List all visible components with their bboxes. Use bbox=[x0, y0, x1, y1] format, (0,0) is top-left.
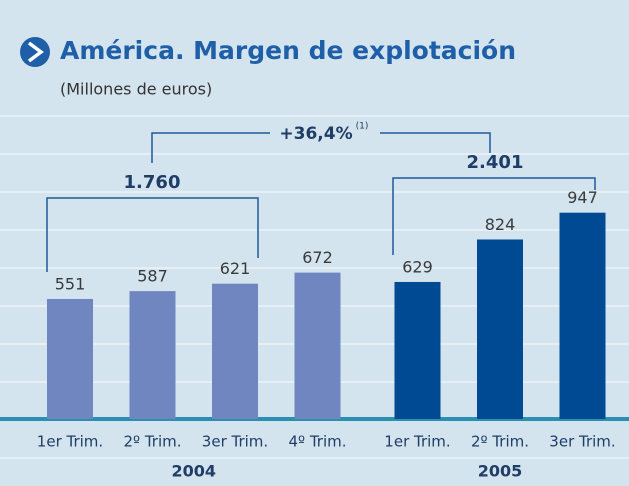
x-tick-label: 2º Trim. bbox=[123, 433, 181, 451]
chart-title: América. Margen de explotación bbox=[60, 36, 516, 65]
x-tick-label: 3er Trim. bbox=[202, 433, 268, 451]
x-tick-label: 1er Trim. bbox=[37, 433, 103, 451]
total-2004: 1.760 bbox=[124, 172, 181, 193]
title-icon-arrow bbox=[27, 41, 44, 63]
bar bbox=[394, 281, 441, 419]
value-label: 587 bbox=[137, 267, 168, 286]
value-label: 672 bbox=[302, 248, 333, 267]
bar bbox=[47, 298, 93, 419]
value-label: 551 bbox=[55, 274, 86, 293]
value-label: 947 bbox=[567, 188, 598, 207]
x-tick-label: 1er Trim. bbox=[384, 433, 450, 451]
x-tick-label: 2º Trim. bbox=[471, 433, 529, 451]
group-label: 2004 bbox=[171, 462, 216, 481]
total-2005: 2.401 bbox=[467, 152, 524, 173]
gridlines bbox=[0, 115, 629, 459]
value-label: 629 bbox=[402, 257, 433, 276]
bracket-2004 bbox=[46, 197, 259, 272]
bar bbox=[212, 283, 258, 419]
title-icon bbox=[20, 37, 50, 67]
bar bbox=[559, 212, 606, 419]
group-label: 2005 bbox=[478, 462, 523, 481]
bar bbox=[477, 239, 523, 419]
value-label: 824 bbox=[485, 215, 516, 234]
bracket-growth bbox=[151, 132, 491, 163]
value-label: 621 bbox=[220, 259, 251, 278]
growth-label: +36,4% bbox=[279, 124, 352, 144]
x-tick-label: 3er Trim. bbox=[549, 433, 615, 451]
bar bbox=[294, 272, 341, 419]
bar bbox=[129, 291, 176, 419]
bracket-2005 bbox=[392, 177, 596, 255]
growth-note: (1) bbox=[356, 122, 369, 132]
x-tick-label: 4º Trim. bbox=[288, 433, 346, 451]
chart-subtitle: (Millones de euros) bbox=[60, 80, 212, 99]
